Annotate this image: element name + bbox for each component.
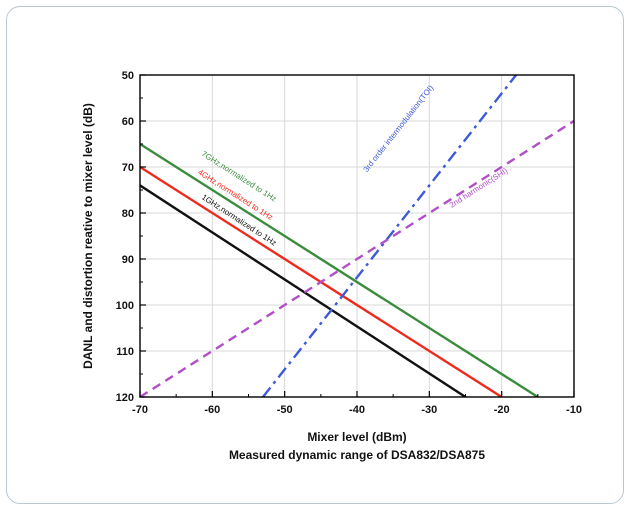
y-tick-label: 70 xyxy=(122,162,134,174)
grid xyxy=(139,74,575,398)
x-tick-label: -60 xyxy=(204,404,220,416)
y-tick-label: 120 xyxy=(116,392,134,404)
chart-caption: Measured dynamic range of DSA832/DSA875 xyxy=(229,448,485,462)
series-lines xyxy=(140,75,574,397)
x-tick-label: -70 xyxy=(132,404,148,416)
y-axis-label: DANL and distortion reative to mixer lev… xyxy=(81,103,95,369)
series-label-shi: 2nd harmonic(SHI) xyxy=(448,166,510,210)
y-tick-label: 80 xyxy=(122,208,134,220)
x-tick-label: -10 xyxy=(566,404,582,416)
y-tick-label: 100 xyxy=(116,300,134,312)
series-label-toi: 3rd order intermodulation(TOI) xyxy=(362,83,436,174)
x-tick-label: -40 xyxy=(349,404,365,416)
series-line-shi xyxy=(140,121,574,397)
y-tick-label: 90 xyxy=(122,254,134,266)
x-axis-label: Mixer level (dBm) xyxy=(307,430,406,444)
series-line-s7g xyxy=(140,144,538,397)
series-line-toi xyxy=(263,75,516,397)
axis-ticks: -70 -60 -50 -40 -30 -20 -10 50 60 70 80 90 100 110 120 xyxy=(116,70,582,416)
y-tick-label: 60 xyxy=(122,116,134,128)
x-tick-label: -30 xyxy=(421,404,437,416)
x-tick-label: -50 xyxy=(277,404,293,416)
x-tick-label: -20 xyxy=(494,404,510,416)
y-tick-label: 50 xyxy=(122,70,134,82)
series-line-s1g xyxy=(140,185,466,397)
y-tick-label: 110 xyxy=(116,346,134,358)
